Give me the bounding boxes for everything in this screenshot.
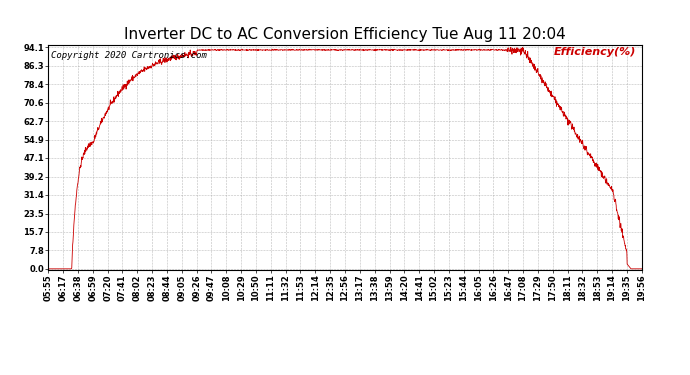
Title: Inverter DC to AC Conversion Efficiency Tue Aug 11 20:04: Inverter DC to AC Conversion Efficiency … <box>124 27 566 42</box>
Text: Efficiency(%): Efficiency(%) <box>553 47 635 57</box>
Text: Copyright 2020 Cartronics.com: Copyright 2020 Cartronics.com <box>51 51 207 60</box>
